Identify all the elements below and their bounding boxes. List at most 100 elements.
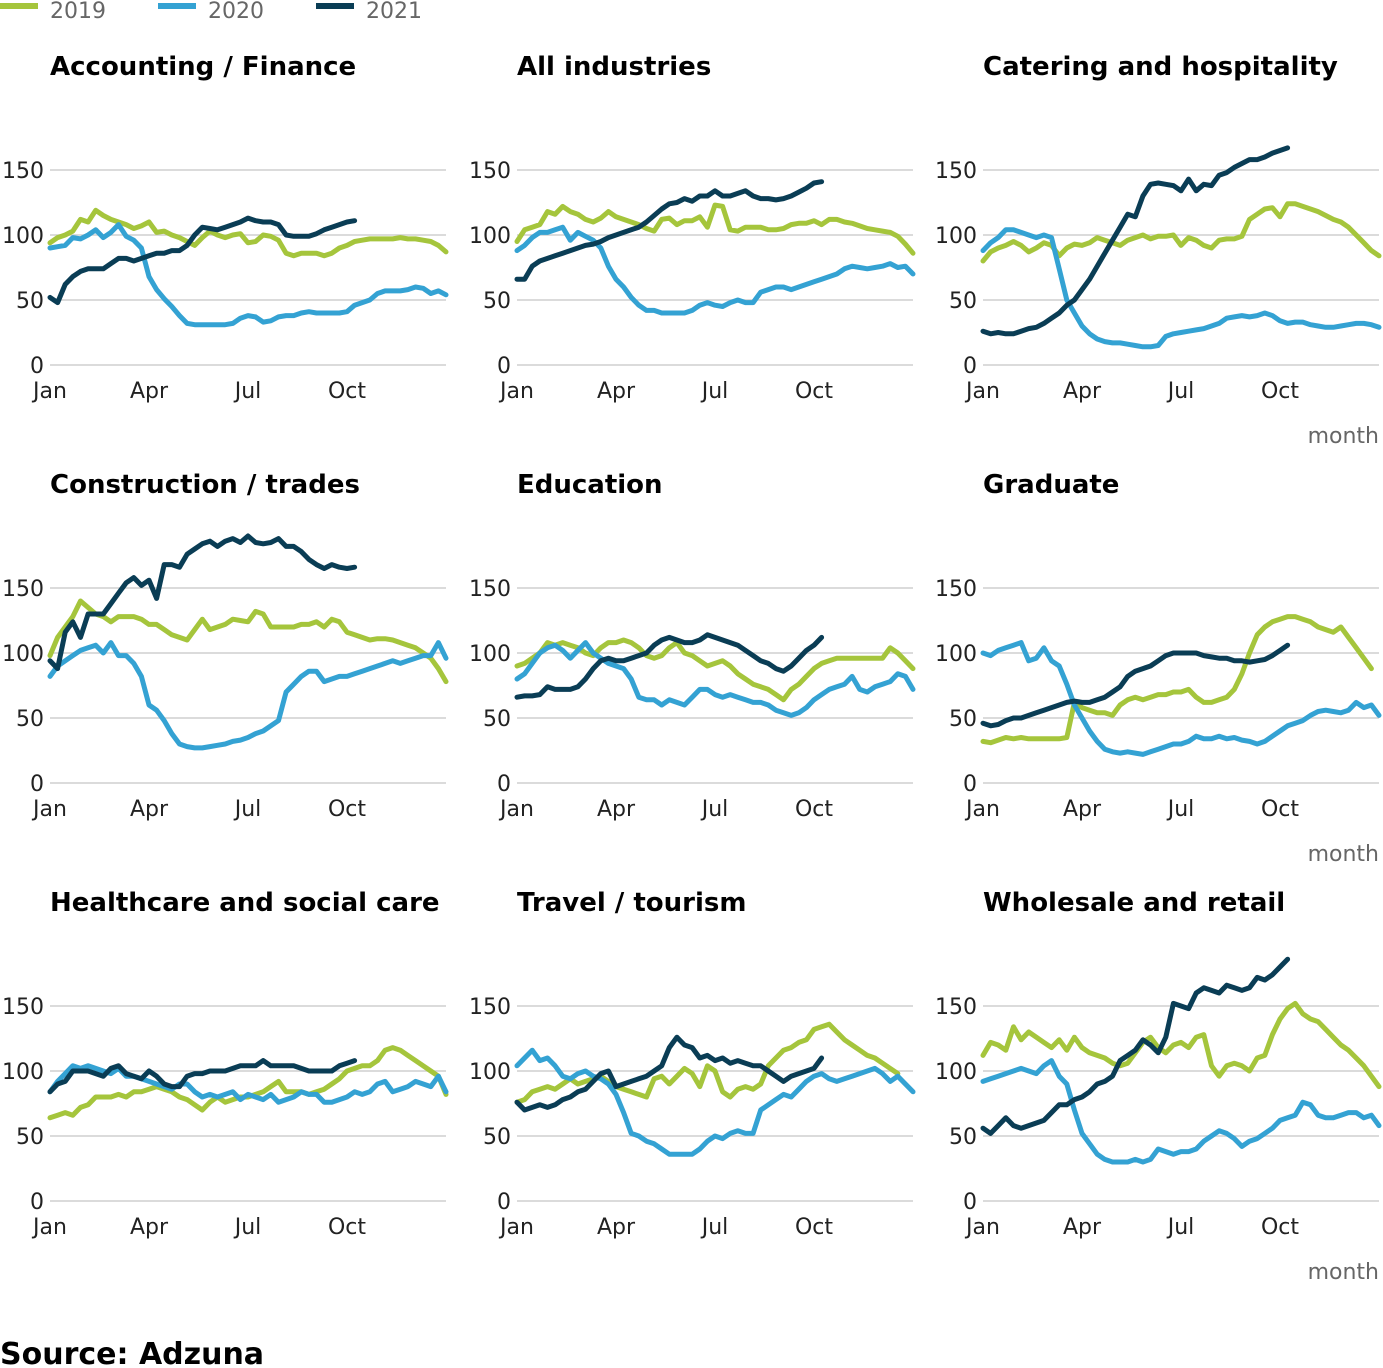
series-line-2021 [514,632,825,700]
y-tick-label: 50 [16,289,44,314]
y-tick-label: 50 [949,707,977,732]
y-tick-label: 0 [497,1190,511,1215]
y-tick-label: 150 [935,577,977,602]
x-tick-label: Jan [31,797,67,822]
legend-label-2021: 2021 [366,0,422,24]
panel-title: Travel / tourism [517,888,746,918]
series-line-2020 [514,224,916,316]
y-tick-label: 0 [963,1190,977,1215]
y-tick-label: 100 [935,642,977,667]
y-tick-label: 0 [30,772,44,797]
x-tick-label: Apr [1063,1215,1102,1240]
panel-title: Graduate [983,470,1119,500]
y-tick-label: 50 [949,289,977,314]
series-line-2019 [514,202,916,256]
legend-label-2020: 2020 [208,0,264,24]
panel-title: Healthcare and social care [50,888,440,918]
x-tick-label: Jul [1166,1215,1195,1240]
x-tick-label: Apr [1063,379,1102,404]
x-tick-label: Jan [964,797,1000,822]
y-tick-label: 50 [949,1125,977,1150]
y-tick-label: 0 [963,354,977,379]
y-tick-label: 50 [483,707,511,732]
x-axis-title: month [1308,1260,1379,1285]
source-note: Source: Adzuna [0,1337,264,1368]
y-tick-label: 150 [469,995,511,1020]
x-tick-label: Apr [597,1215,636,1240]
panels: Accounting / Finance 0 50 100 150 Jan Apr Jul Oc… [2,52,1382,1285]
panel-title: Catering and hospitality [983,52,1338,82]
panel-9: Wholesale and retail 0 50 100 150 Jan Apr Jul Oc… [935,888,1382,1285]
y-tick-label: 100 [469,642,511,667]
x-tick-label: Oct [795,379,833,404]
panel-1: Accounting / Finance 0 50 100 150 Jan Apr Jul Oc… [2,52,449,404]
x-tick-label: Jul [233,1215,262,1240]
y-tick-label: 150 [935,159,977,184]
x-tick-label: Jul [233,797,262,822]
x-tick-label: Jan [964,1215,1000,1240]
panel-6: Graduate 0 50 100 150 Jan Apr Jul Oct month [935,470,1382,867]
x-tick-label: Jul [1166,379,1195,404]
y-tick-label: 0 [963,772,977,797]
x-tick-label: Jul [700,1215,729,1240]
x-tick-label: Jul [1166,797,1195,822]
x-tick-label: Oct [795,797,833,822]
y-tick-label: 150 [935,995,977,1020]
x-tick-label: Oct [1261,797,1299,822]
x-tick-label: Oct [328,1215,366,1240]
series-line-2019 [980,201,1382,264]
series-line-2021 [514,1034,825,1113]
series-line-2019 [47,207,449,259]
y-tick-label: 100 [2,1060,44,1085]
panel-3: Catering and hospitality 0 50 100 150 Jan Apr J… [935,52,1382,449]
y-tick-label: 100 [469,224,511,249]
x-tick-label: Oct [795,1215,833,1240]
panel-title: Wholesale and retail [983,888,1285,918]
series-line-2021 [47,533,358,672]
panel-title: Accounting / Finance [50,52,356,82]
legend: 2019 2020 2021 [0,0,422,24]
series-line-2020 [980,1058,1382,1165]
x-tick-label: Jan [498,797,534,822]
series-line-2020 [47,640,449,751]
x-tick-label: Oct [328,379,366,404]
series-line-2020 [514,640,916,718]
series-line-2019 [514,1021,901,1105]
y-tick-label: 0 [497,772,511,797]
y-tick-label: 50 [483,1125,511,1150]
panel-8: Travel / tourism 0 50 100 150 Jan Apr Jul Oct [469,888,916,1240]
panel-7: Healthcare and social care 0 50 100 150 Jan Ap… [2,888,449,1240]
series-line-2019 [980,1000,1382,1090]
panel-title: All industries [517,52,711,82]
panel-5: Education 0 50 100 150 Jan Apr Jul Oct [469,470,916,822]
x-tick-label: Oct [1261,1215,1299,1240]
panel-title: Education [517,470,663,500]
y-tick-label: 100 [469,1060,511,1085]
series-line-2019 [980,614,1374,746]
x-tick-label: Apr [597,797,636,822]
y-tick-label: 50 [483,289,511,314]
x-tick-label: Apr [1063,797,1102,822]
x-tick-label: Jan [964,379,1000,404]
series-line-2021 [47,1058,358,1095]
y-tick-label: 100 [2,224,44,249]
panel-4: Construction / trades 0 50 100 150 Jan Apr Jul O… [2,470,449,822]
x-tick-label: Oct [1261,379,1299,404]
series-line-2020 [980,640,1382,757]
y-tick-label: 50 [16,1125,44,1150]
x-tick-label: Apr [130,379,169,404]
series-line-2021 [980,642,1291,729]
series-line-2021 [980,956,1291,1136]
y-tick-label: 100 [2,642,44,667]
series-line-2019 [47,598,449,685]
x-tick-label: Jan [31,1215,67,1240]
y-tick-label: 0 [30,1190,44,1215]
x-tick-label: Apr [597,379,636,404]
x-tick-label: Jan [498,379,534,404]
series-line-2019 [514,637,916,703]
y-tick-label: 150 [469,577,511,602]
y-tick-label: 150 [2,995,44,1020]
series-line-2020 [514,1047,916,1157]
x-axis-title: month [1308,842,1379,867]
y-tick-label: 50 [16,707,44,732]
